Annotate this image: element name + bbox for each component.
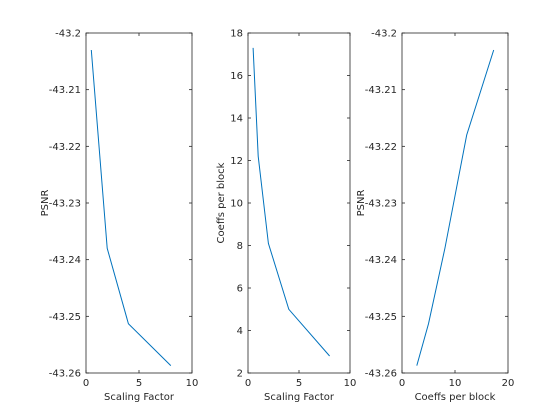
y-tick-label: -43.26 [365,369,397,380]
y-tick-label: 4 [237,326,243,337]
y-tick-label: 2 [237,369,243,380]
y-tick-label: -43.24 [365,255,397,266]
y-tick-label: -43.21 [49,85,81,96]
y-tick-label: 6 [237,284,243,295]
y-axis-label: PSNR [40,190,51,217]
x-tick-label: 5 [136,378,142,389]
x-axis-label: Scaling Factor [264,392,335,403]
x-tick-label: 20 [502,378,515,389]
x-axis-label: Scaling Factor [104,392,175,403]
x-axis-label: Coeffs per block [415,392,496,403]
x-tick-label: 10 [449,378,462,389]
y-axis-label: Coeffs per block [216,162,227,243]
y-tick-label: -43.22 [365,142,397,153]
y-tick-label: -43.22 [49,142,81,153]
plot-area-1 [85,32,193,374]
y-tick-label: 10 [230,199,243,210]
y-tick-label: -43.2 [371,29,397,40]
x-tick-label: 10 [344,378,357,389]
y-tick-label: -43.23 [365,199,397,210]
x-tick-label: 0 [245,378,251,389]
x-tick-label: 10 [186,378,199,389]
y-tick-label: 12 [230,156,243,167]
y-tick-label: -43.21 [365,85,397,96]
x-tick-label: 5 [296,378,302,389]
y-tick-label: -43.25 [365,312,397,323]
y-tick-label: 18 [230,29,243,40]
x-tick-label: 0 [399,378,405,389]
plot-area-3 [401,32,509,374]
series-line-2 [252,47,330,357]
series-line-3 [416,49,495,366]
y-tick-label: 14 [230,114,243,125]
y-tick-label: -43.2 [55,29,81,40]
y-axis-label: PSNR [356,190,367,217]
y-tick-label: -43.26 [49,369,81,380]
x-tick-label: 0 [83,378,89,389]
y-tick-label: -43.23 [49,199,81,210]
y-tick-label: 8 [237,241,243,252]
series-line-1 [90,49,172,366]
y-tick-label: 16 [230,71,243,82]
y-tick-label: -43.25 [49,312,81,323]
y-tick-label: -43.24 [49,255,81,266]
